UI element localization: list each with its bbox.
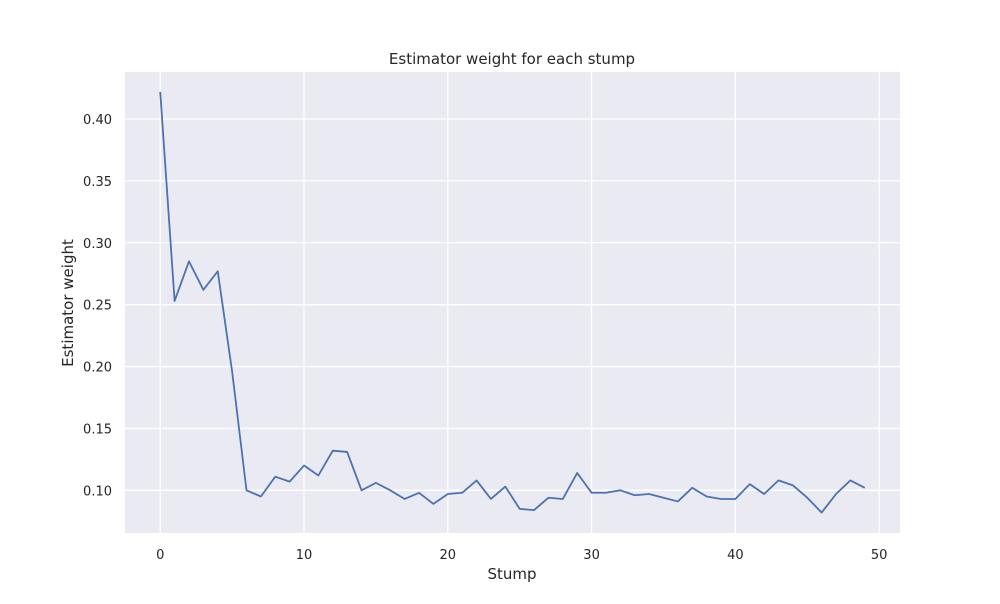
chart-title: Estimator weight for each stump xyxy=(389,50,635,68)
y-tick-label: 0.40 xyxy=(83,113,112,128)
x-axis-label: Stump xyxy=(487,565,536,583)
plot-area xyxy=(125,72,900,533)
x-tick-label: 50 xyxy=(871,548,888,563)
x-axis-ticks: 0 10 20 30 40 50 xyxy=(156,548,887,563)
y-tick-label: 0.30 xyxy=(83,237,112,252)
x-tick-label: 30 xyxy=(583,548,600,563)
x-tick-label: 10 xyxy=(296,548,313,563)
y-tick-label: 0.15 xyxy=(83,422,112,437)
y-tick-label: 0.10 xyxy=(83,484,112,499)
y-axis-label: Estimator weight xyxy=(59,239,77,367)
x-tick-label: 0 xyxy=(156,548,164,563)
y-tick-label: 0.35 xyxy=(83,175,112,190)
y-tick-label: 0.25 xyxy=(83,299,112,314)
x-tick-label: 20 xyxy=(440,548,457,563)
y-axis-ticks: 0.10 0.15 0.20 0.25 0.30 0.35 0.40 xyxy=(83,113,112,499)
y-tick-label: 0.20 xyxy=(83,361,112,376)
x-tick-label: 40 xyxy=(727,548,744,563)
